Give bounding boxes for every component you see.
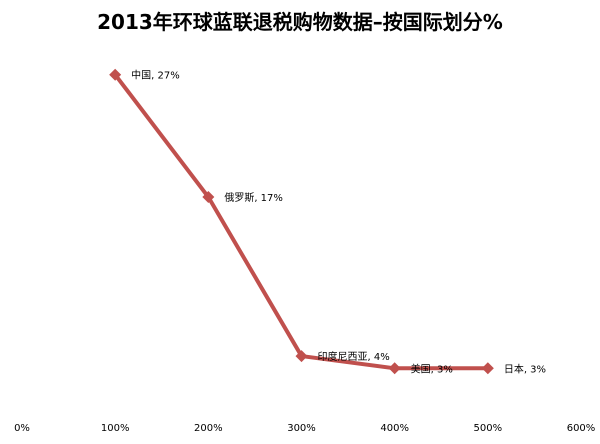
x-tick-label: 0% bbox=[14, 423, 30, 434]
data-point-marker bbox=[481, 362, 494, 375]
data-point-marker bbox=[202, 191, 215, 204]
x-tick-label: 200% bbox=[194, 423, 223, 434]
data-label: 美国, 3% bbox=[411, 362, 453, 375]
data-label: 日本, 3% bbox=[504, 362, 546, 375]
x-tick-label: 100% bbox=[101, 423, 130, 434]
data-point-marker bbox=[295, 350, 308, 363]
x-tick-label: 300% bbox=[287, 423, 316, 434]
data-label: 俄罗斯, 17% bbox=[224, 191, 283, 204]
x-tick-label: 600% bbox=[567, 423, 596, 434]
x-tick-label: 500% bbox=[474, 423, 503, 434]
data-point-marker bbox=[388, 362, 401, 375]
series-line bbox=[113, 72, 490, 371]
data-point-marker bbox=[109, 68, 122, 81]
data-label: 中国, 27% bbox=[131, 69, 180, 82]
chart-title: 2013年环球蓝联退税购物数据–按国际划分% bbox=[97, 10, 503, 34]
x-tick-label: 400% bbox=[380, 423, 409, 434]
data-label: 印度尼西亚, 4% bbox=[318, 350, 390, 363]
